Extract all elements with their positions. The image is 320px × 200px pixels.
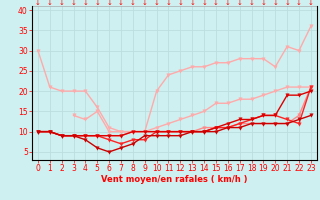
X-axis label: Vent moyen/en rafales ( km/h ): Vent moyen/en rafales ( km/h ) <box>101 175 248 184</box>
